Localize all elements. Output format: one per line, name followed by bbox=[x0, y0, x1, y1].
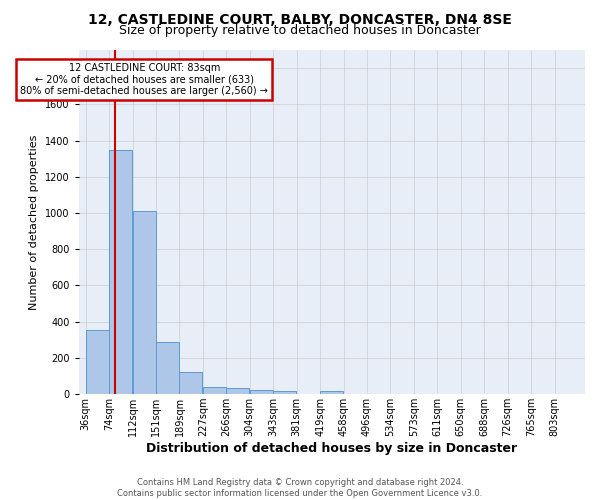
X-axis label: Distribution of detached houses by size in Doncaster: Distribution of detached houses by size … bbox=[146, 442, 517, 455]
Bar bbox=[273, 391, 296, 394]
Bar bbox=[226, 388, 250, 394]
Bar bbox=[109, 150, 132, 394]
Text: Contains HM Land Registry data © Crown copyright and database right 2024.
Contai: Contains HM Land Registry data © Crown c… bbox=[118, 478, 482, 498]
Bar bbox=[250, 390, 273, 394]
Bar bbox=[179, 372, 202, 394]
Bar bbox=[133, 211, 155, 394]
Bar bbox=[156, 342, 179, 394]
Bar bbox=[320, 391, 343, 394]
Text: 12 CASTLEDINE COURT: 83sqm
← 20% of detached houses are smaller (633)
80% of sem: 12 CASTLEDINE COURT: 83sqm ← 20% of deta… bbox=[20, 64, 268, 96]
Text: 12, CASTLEDINE COURT, BALBY, DONCASTER, DN4 8SE: 12, CASTLEDINE COURT, BALBY, DONCASTER, … bbox=[88, 12, 512, 26]
Bar bbox=[203, 386, 226, 394]
Bar bbox=[86, 330, 109, 394]
Y-axis label: Number of detached properties: Number of detached properties bbox=[29, 134, 40, 310]
Text: Size of property relative to detached houses in Doncaster: Size of property relative to detached ho… bbox=[119, 24, 481, 37]
